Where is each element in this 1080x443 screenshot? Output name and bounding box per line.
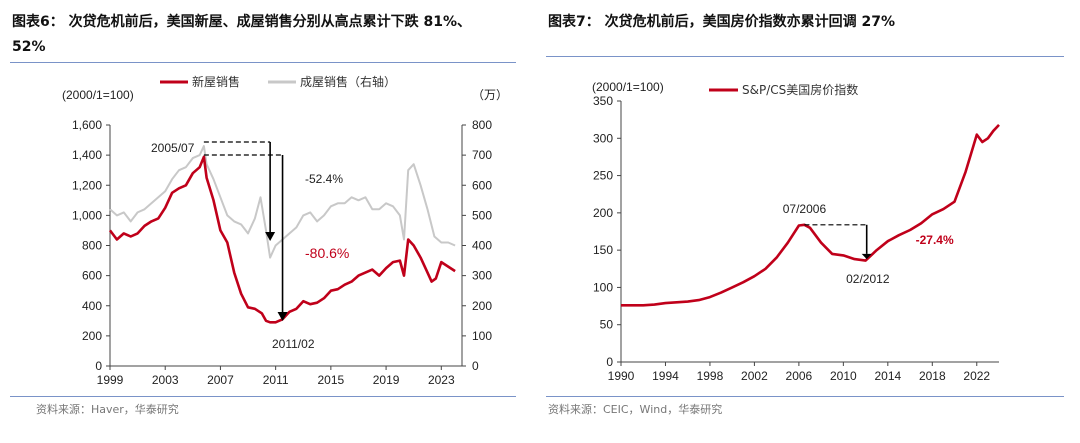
annotation-trough-date: 02/2012 [846, 272, 890, 286]
annotation-drop: -27.4% [916, 233, 954, 247]
left-chart-title-line2: 52% [12, 39, 46, 55]
x-tick-label: 2019 [373, 373, 400, 387]
x-tick-label: 2018 [919, 369, 946, 383]
right-y-unit-label: （万） [472, 88, 508, 102]
y-tick-label: 250 [593, 169, 613, 183]
x-tick-label: 2002 [741, 369, 768, 383]
x-tick-label: 2010 [830, 369, 857, 383]
left-title-rule [10, 62, 516, 63]
right-y-tick-label: 400 [472, 239, 492, 253]
left-y-tick-label: 600 [82, 269, 102, 283]
x-tick-label: 1994 [652, 369, 679, 383]
left-chart-title-line1: 图表6： 次贷危机前后，美国新屋、成屋销售分别从高点累计下跌 81%、 [12, 14, 471, 30]
y-tick-label: 350 [593, 94, 613, 108]
right-y-tick-label: 500 [472, 208, 492, 222]
legend-label-case-shiller: S&P/CS美国房价指数 [742, 82, 858, 97]
series-line-existing-home [109, 145, 456, 259]
annotation-peak-date: 2005/07 [151, 141, 195, 155]
right-y-tick-label: 700 [472, 148, 492, 162]
annotation-existing-drop: -52.4% [305, 172, 343, 186]
y-tick-label: 100 [593, 280, 613, 294]
right-source: 资料来源：CEIC，Wind，华泰研究 [548, 403, 723, 416]
annotation-arrowhead-new [277, 312, 288, 321]
x-tick-label: 2006 [786, 369, 813, 383]
right-title-rule [546, 56, 1064, 57]
y-tick-label: 50 [600, 318, 614, 332]
left-y-tick-label: 800 [82, 239, 102, 253]
x-tick-label: 1990 [608, 369, 635, 383]
y-tick-label: 150 [593, 243, 613, 257]
left-y-tick-label: 1,600 [72, 118, 102, 132]
right-chart: 0 50 100 150 200 250 300 350 1990 1994 1998 2002 200… [592, 80, 1000, 383]
x-tick-label: 2015 [318, 373, 345, 387]
annotation-arrowhead [861, 253, 872, 260]
y-tick-label: 200 [593, 206, 613, 220]
right-footer-rule [546, 396, 1064, 397]
annotation-new-drop: -80.6% [305, 245, 349, 261]
legend-label-new-home: 新屋销售 [192, 74, 240, 89]
annotation-trough-date: 2011/02 [272, 337, 315, 351]
left-y-tick-label: 1,400 [72, 148, 102, 162]
y-unit-label: (2000/1=100) [592, 80, 664, 94]
series-line-case-shiller [621, 124, 1000, 307]
x-tick-label: 2022 [963, 369, 990, 383]
x-tick-label: 1998 [697, 369, 724, 383]
right-chart-title: 图表7： 次贷危机前后，美国房价指数亦累计回调 27% [548, 14, 895, 30]
legend-label-existing-home: 成屋销售（右轴） [300, 74, 396, 89]
left-y-tick-label: 1,000 [72, 208, 102, 222]
right-y-tick-label: 200 [472, 299, 492, 313]
left-source: 资料来源：Haver，华泰研究 [36, 403, 179, 416]
right-y-tick-label: 600 [472, 178, 492, 192]
right-y-tick-label: 100 [472, 329, 492, 343]
x-tick-label: 2007 [207, 373, 234, 387]
right-y-tick-label: 300 [472, 269, 492, 283]
x-tick-label: 2011 [263, 373, 289, 387]
left-y-unit-label: (2000/1=100) [62, 88, 134, 102]
x-tick-label: 2023 [428, 373, 455, 387]
x-tick-label: 1999 [97, 373, 124, 387]
left-y-tick-label: 1,200 [72, 178, 102, 192]
y-tick-label: 300 [593, 131, 613, 145]
right-y-tick-label: 800 [472, 118, 492, 132]
right-y-tick-label: 0 [472, 359, 479, 373]
y-tick-label: 0 [606, 355, 613, 369]
left-y-tick-label: 200 [82, 329, 102, 343]
annotation-arrowhead-existing [265, 232, 276, 241]
x-tick-label: 2003 [152, 373, 179, 387]
left-y-tick-label: 0 [95, 359, 102, 373]
annotation-peak-date: 07/2006 [783, 202, 827, 216]
left-y-tick-label: 400 [82, 299, 102, 313]
left-chart: 0 200 400 600 800 1,000 1,200 1,400 1,600 0 100 200… [62, 74, 508, 387]
x-tick-label: 2014 [874, 369, 901, 383]
left-footer-rule [10, 396, 516, 397]
